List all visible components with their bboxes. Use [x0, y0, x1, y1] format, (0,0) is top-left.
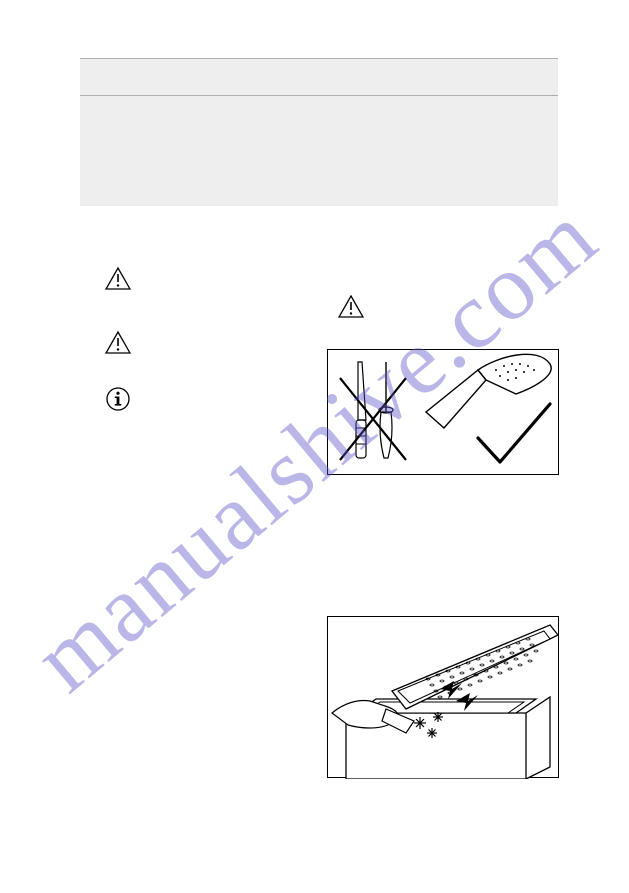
warning-icon	[105, 267, 131, 295]
info-icon	[106, 387, 130, 416]
top-banner	[80, 58, 558, 206]
check-icon	[478, 404, 550, 462]
warning-icon	[105, 331, 131, 359]
scraper-icon	[426, 354, 551, 428]
figure-freezer	[327, 616, 559, 778]
figure-tools	[327, 349, 559, 475]
cross-icon	[340, 378, 406, 460]
freezer-lid	[392, 625, 558, 709]
warning-icon	[338, 295, 364, 323]
page-root: manualshive.com	[0, 0, 629, 893]
banner-divider	[80, 95, 558, 96]
